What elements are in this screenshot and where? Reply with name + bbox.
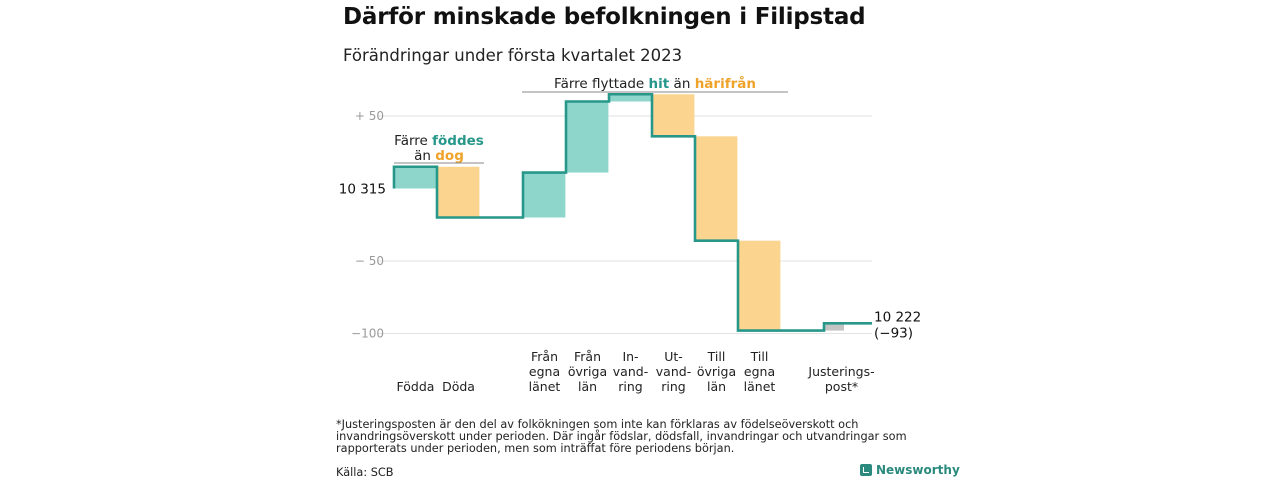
annotation-births-deaths-line1: Färre föddes <box>394 133 484 149</box>
footnote: *Justeringsposten är den del av folkökni… <box>336 418 907 455</box>
x-category-label: vand- <box>613 364 648 379</box>
annotation-migration: Färre flyttade hit än härifrån <box>554 75 756 92</box>
end-value-label: 10 222 <box>874 309 921 325</box>
bar-döda <box>437 166 480 218</box>
running-total-line <box>392 92 872 332</box>
bar-till-övriga-län <box>695 136 738 241</box>
x-category-label: Till <box>707 349 726 364</box>
chart-title: Därför minskade befolkningen i Filipstad <box>343 4 866 30</box>
x-category-label: län <box>707 379 726 394</box>
x-category-label: Ut- <box>664 349 683 364</box>
bar-från-egna-länet <box>523 172 566 218</box>
chart-subtitle: Förändringar under första kvartalet 2023 <box>343 46 683 65</box>
x-category-label: Till <box>750 349 769 364</box>
x-category-label: In- <box>622 349 638 364</box>
bar-invandring <box>609 94 652 102</box>
x-category-label: Från <box>531 349 558 364</box>
bar-utvandring <box>652 94 695 137</box>
x-category-label: länet <box>529 379 561 394</box>
bar-från-övriga-län <box>566 101 609 173</box>
x-category-label: Justerings- <box>807 364 874 379</box>
x-category-label: övriga <box>697 364 736 379</box>
waterfall-chart: + 50− 50−100 Födda DödaFrånegnalänetFrånö… <box>339 75 922 394</box>
x-category-label: egna <box>529 364 560 379</box>
bar-till-egna-länet <box>738 240 781 331</box>
x-category-label: Från <box>574 349 601 364</box>
newsworthy-icon <box>860 464 872 476</box>
source: Källa: SCB <box>336 466 394 479</box>
bar-födda <box>394 166 437 189</box>
x-category-label: ring <box>661 379 685 394</box>
x-category-label: vand- <box>656 364 691 379</box>
x-category-label: Döda <box>442 379 475 394</box>
brand-name: Newsworthy <box>876 463 960 477</box>
start-value-label: 10 315 <box>339 182 386 198</box>
x-category-label: länet <box>744 379 776 394</box>
x-category-label: ring <box>618 379 642 394</box>
x-category-label: län <box>578 379 597 394</box>
x-category-label: övriga <box>568 364 607 379</box>
y-tick-label: + 50 <box>355 109 384 123</box>
bar-justeringspost- <box>824 323 844 331</box>
brand-logo: Newsworthy <box>860 463 960 477</box>
x-category-label: post* <box>825 379 858 394</box>
x-category-label: egna <box>744 364 775 379</box>
annotation-births-deaths-line2: än dog <box>414 148 464 164</box>
x-category-label: Födda <box>397 379 435 394</box>
end-change-label: (−93) <box>874 325 913 341</box>
y-tick-label: − 50 <box>355 254 384 268</box>
y-tick-label: −100 <box>351 327 384 341</box>
